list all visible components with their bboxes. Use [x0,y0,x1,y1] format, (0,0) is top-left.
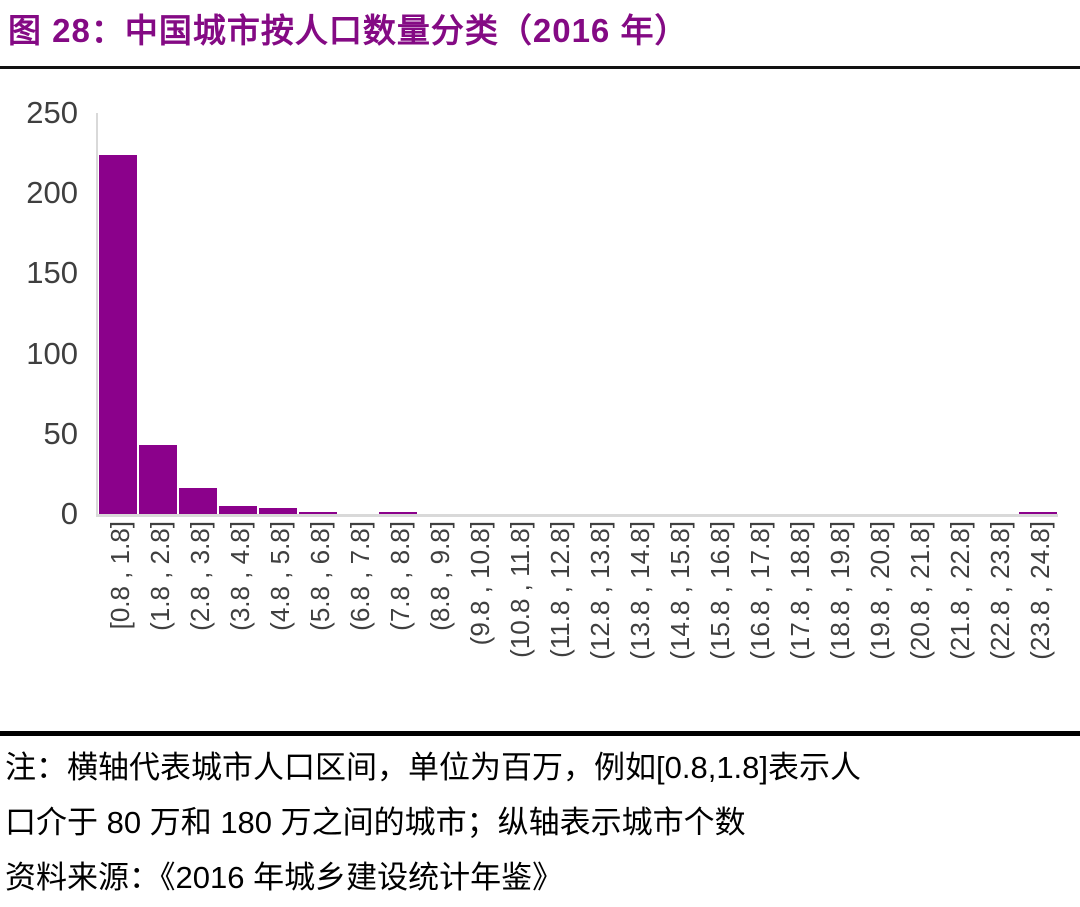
y-axis: 250 200 150 100 50 0 [0,96,80,531]
x-tick-label: (7.8 , 8.8] [385,521,415,631]
x-tick: (3.8 , 4.8] [218,521,258,721]
x-tick-label: (16.8 , 17.8] [745,521,775,660]
x-tick: (10.8 , 11.8] [498,521,538,721]
x-tick: (4.8 , 5.8] [258,521,298,721]
x-tick: (16.8 , 17.8] [738,521,778,721]
x-tick-label: (21.8 , 22.8] [945,521,975,660]
x-tick-label: (19.8 , 20.8] [865,521,895,660]
x-tick: (18.8 , 19.8] [818,521,858,721]
x-tick-label: (9.8 , 10.8] [465,521,495,646]
x-tick-label: (13.8 , 14.8] [625,521,655,660]
x-tick-label: (5.8 , 6.8] [305,521,335,631]
x-axis: [0.8 , 1.8] (1.8 , 2.8] (2.8 , 3.8] (3.8 , … [98,521,1058,721]
footnote-line-1: 注：横轴代表城市人口区间，单位为百万，例如[0.8,1.8]表示人 [5,750,862,785]
x-tick-label: [0.8 , 1.8] [105,521,135,630]
x-tick: (21.8 , 22.8] [938,521,978,721]
y-tick-label: 150 [26,255,78,291]
x-tick-label: (20.8 , 21.8] [905,521,935,660]
x-tick-label: (22.8 , 23.8] [985,521,1015,660]
x-tick-label: (2.8 , 3.8] [185,521,215,631]
x-tick: (12.8 , 13.8] [578,521,618,721]
x-tick: (17.8 , 18.8] [778,521,818,721]
histogram-bar [99,154,137,514]
histogram-bar [139,445,177,514]
plot-area [96,113,1058,517]
x-tick: (2.8 , 3.8] [178,521,218,721]
x-tick-label: (8.8 , 9.8] [425,521,455,631]
x-tick: (1.8 , 2.8] [138,521,178,721]
x-tick: (20.8 , 21.8] [898,521,938,721]
histogram-bar [219,505,257,514]
y-tick-label: 250 [26,95,78,130]
x-tick-label: (6.8 , 7.8] [345,521,375,631]
x-tick: (11.8 , 12.8] [538,521,578,721]
histogram-bar [299,512,337,514]
x-tick-label: (3.8 , 4.8] [225,521,255,631]
x-tick: (7.8 , 8.8] [378,521,418,721]
x-tick: (9.8 , 10.8] [458,521,498,721]
histogram-bar [379,512,417,514]
x-tick: (13.8 , 14.8] [618,521,658,721]
x-tick: (19.8 , 20.8] [858,521,898,721]
x-tick: (14.8 , 15.8] [658,521,698,721]
x-tick-label: (11.8 , 12.8] [545,521,575,658]
x-tick: (8.8 , 9.8] [418,521,458,721]
x-tick-label: (15.8 , 16.8] [705,521,735,660]
y-tick-label: 50 [43,415,78,451]
y-tick-label: 200 [26,175,78,211]
x-tick-label: (12.8 , 13.8] [585,521,615,660]
x-tick: (22.8 , 23.8] [978,521,1018,721]
histogram-bar [1019,512,1057,514]
x-tick: (23.8 , 24.8] [1018,521,1058,721]
x-tick: (6.8 , 7.8] [338,521,378,721]
x-tick-label: (4.8 , 5.8] [265,521,295,631]
histogram-bar [179,488,217,514]
x-tick-label: (1.8 , 2.8] [145,521,175,631]
x-tick: (15.8 , 16.8] [698,521,738,721]
x-tick-label: (10.8 , 11.8] [505,521,535,658]
footnote-line-2: 口介于 80 万和 180 万之间的城市；纵轴表示城市个数 [5,805,746,840]
x-tick: [0.8 , 1.8] [98,521,138,721]
y-tick-label: 0 [60,496,78,531]
figure-title: 图 28：中国城市按人口数量分类（2016 年） [8,12,689,49]
x-tick: (5.8 , 6.8] [298,521,338,721]
notes-divider [0,731,1080,736]
x-tick-label: (14.8 , 15.8] [665,521,695,660]
histogram-bar [259,507,297,514]
x-tick-label: (23.8 , 24.8] [1025,521,1055,660]
x-tick-label: (17.8 , 18.8] [785,521,815,660]
y-tick-label: 100 [26,335,78,371]
x-tick-label: (18.8 , 19.8] [825,521,855,660]
title-divider [0,66,1080,69]
source-line: 资料来源：《2016 年城乡建设统计年鉴》 [5,860,564,895]
